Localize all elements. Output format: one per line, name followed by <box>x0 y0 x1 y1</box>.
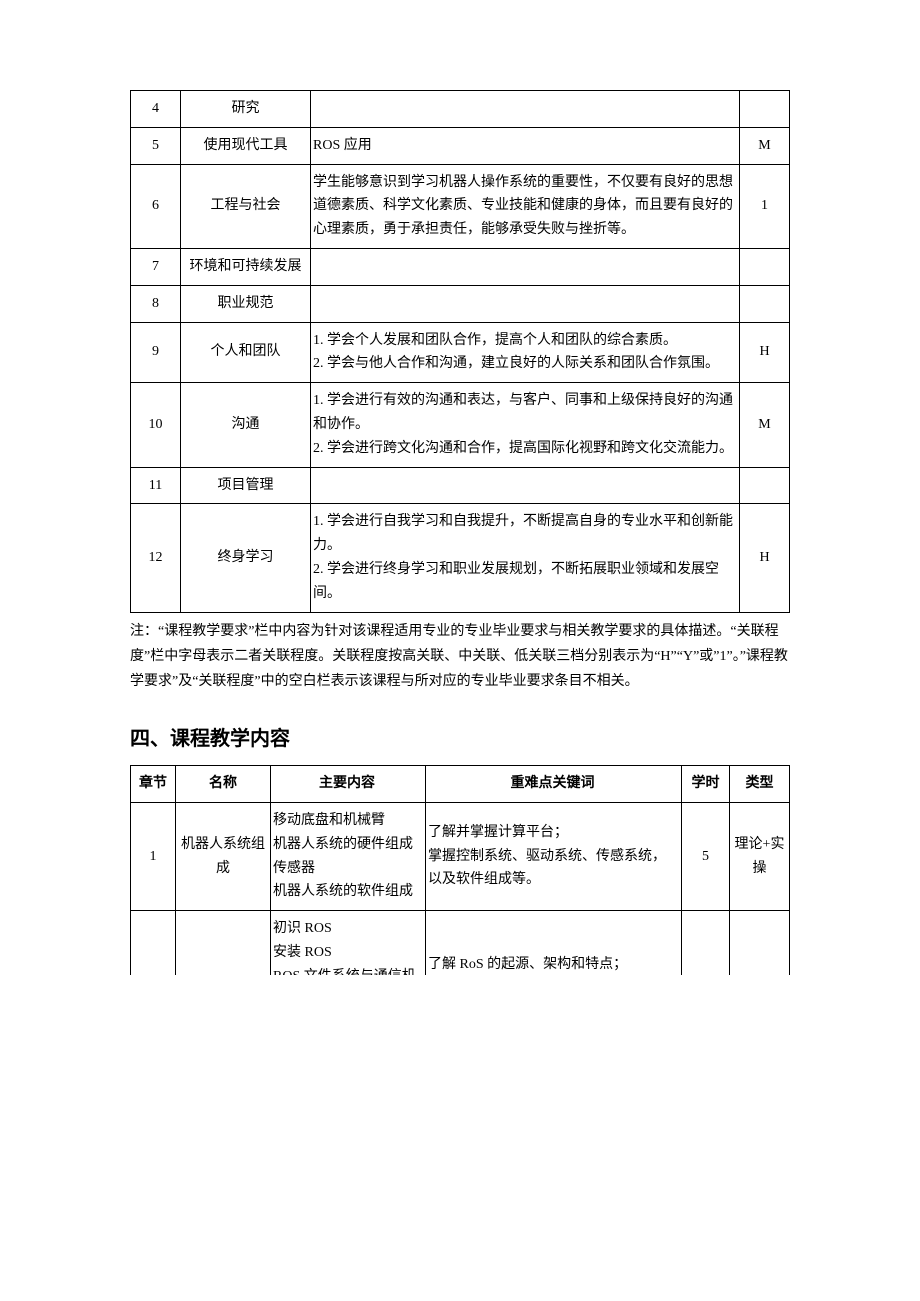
chapter-type: 理论+实操 <box>730 802 790 910</box>
table-row: 5使用现代工具ROS 应用M <box>131 127 790 164</box>
chapter-number: 1 <box>131 802 176 910</box>
row-number: 8 <box>131 285 181 322</box>
requirement-name: 个人和团队 <box>181 322 311 383</box>
relation-level: H <box>740 322 790 383</box>
table-row: 11项目管理 <box>131 467 790 504</box>
col-keywords: 重难点关键词 <box>426 766 682 803</box>
requirement-content: 学生能够意识到学习机器人操作系统的重要性，不仅要有良好的思想道德素质、科学文化素… <box>311 164 740 248</box>
row-number: 7 <box>131 248 181 285</box>
requirement-content: 1. 学会进行有效的沟通和表达，与客户、同事和上级保持良好的沟通和协作。2. 学… <box>311 383 740 467</box>
chapter-hours: 5 <box>682 802 730 910</box>
table-row: 9个人和团队1. 学会个人发展和团队合作，提高个人和团队的综合素质。2. 学会与… <box>131 322 790 383</box>
requirement-name: 研究 <box>181 91 311 128</box>
table-row: 2将机器人连接到 ROS初识 ROS安装 ROSROS 文件系统与通信机制编写第… <box>131 911 790 976</box>
row-number: 6 <box>131 164 181 248</box>
chapter-name: 机器人系统组成 <box>176 802 271 910</box>
chapter-keywords: 了解并掌握计算平台；掌握控制系统、驱动系统、传感系统，以及软件组成等。 <box>426 802 682 910</box>
relation-level <box>740 248 790 285</box>
table-row: 1机器人系统组成移动底盘和机械臂机器人系统的硬件组成传感器机器人系统的软件组成了… <box>131 802 790 910</box>
row-number: 10 <box>131 383 181 467</box>
relation-level: M <box>740 383 790 467</box>
row-number: 12 <box>131 504 181 612</box>
requirement-name: 终身学习 <box>181 504 311 612</box>
content-table: 章节 名称 主要内容 重难点关键词 学时 类型 1机器人系统组成移动底盘和机械臂… <box>130 765 790 975</box>
row-number: 11 <box>131 467 181 504</box>
requirement-name: 沟通 <box>181 383 311 467</box>
row-number: 9 <box>131 322 181 383</box>
row-number: 5 <box>131 127 181 164</box>
chapter-content: 初识 ROS安装 ROSROS 文件系统与通信机制编写第一个 ROS 程序ROS… <box>271 911 426 976</box>
col-hours: 学时 <box>682 766 730 803</box>
section-heading: 四、课程教学内容 <box>130 722 790 751</box>
page-container: 4研究5使用现代工具ROS 应用M6工程与社会学生能够意识到学习机器人操作系统的… <box>0 0 920 975</box>
chapter-keywords: 了解 RoS 的起源、架构和特点；掌握如何安装 ROS 和设置环境变量；掌握 R… <box>426 911 682 976</box>
relation-level <box>740 467 790 504</box>
chapter-hours: 13 <box>682 911 730 976</box>
chapter-content: 移动底盘和机械臂机器人系统的硬件组成传感器机器人系统的软件组成 <box>271 802 426 910</box>
col-name: 名称 <box>176 766 271 803</box>
table-row: 4研究 <box>131 91 790 128</box>
content-table-header-row: 章节 名称 主要内容 重难点关键词 学时 类型 <box>131 766 790 803</box>
col-type: 类型 <box>730 766 790 803</box>
table-row: 7环境和可持续发展 <box>131 248 790 285</box>
table-row: 10沟通1. 学会进行有效的沟通和表达，与客户、同事和上级保持良好的沟通和协作。… <box>131 383 790 467</box>
relation-level <box>740 91 790 128</box>
requirement-content <box>311 285 740 322</box>
requirement-name: 使用现代工具 <box>181 127 311 164</box>
requirement-content <box>311 248 740 285</box>
requirements-table: 4研究5使用现代工具ROS 应用M6工程与社会学生能够意识到学习机器人操作系统的… <box>130 90 790 613</box>
row-number: 4 <box>131 91 181 128</box>
table-row: 6工程与社会学生能够意识到学习机器人操作系统的重要性，不仅要有良好的思想道德素质… <box>131 164 790 248</box>
chapter-name: 将机器人连接到 ROS <box>176 911 271 976</box>
relation-level: 1 <box>740 164 790 248</box>
requirement-name: 职业规范 <box>181 285 311 322</box>
chapter-number: 2 <box>131 911 176 976</box>
table-note: 注：“课程教学要求”栏中内容为针对该课程适用专业的专业毕业要求与相关教学要求的具… <box>130 619 790 695</box>
requirement-content: ROS 应用 <box>311 127 740 164</box>
requirement-content <box>311 467 740 504</box>
relation-level: M <box>740 127 790 164</box>
table-row: 12终身学习1. 学会进行自我学习和自我提升，不断提高自身的专业水平和创新能力。… <box>131 504 790 612</box>
relation-level <box>740 285 790 322</box>
chapter-type: 理论+实操 <box>730 911 790 976</box>
requirement-name: 工程与社会 <box>181 164 311 248</box>
col-content: 主要内容 <box>271 766 426 803</box>
requirement-name: 项目管理 <box>181 467 311 504</box>
content-table-clip: 章节 名称 主要内容 重难点关键词 学时 类型 1机器人系统组成移动底盘和机械臂… <box>130 765 790 975</box>
requirement-content: 1. 学会个人发展和团队合作，提高个人和团队的综合素质。2. 学会与他人合作和沟… <box>311 322 740 383</box>
requirement-content: 1. 学会进行自我学习和自我提升，不断提高自身的专业水平和创新能力。2. 学会进… <box>311 504 740 612</box>
requirement-content <box>311 91 740 128</box>
col-chapter: 章节 <box>131 766 176 803</box>
table-row: 8职业规范 <box>131 285 790 322</box>
requirement-name: 环境和可持续发展 <box>181 248 311 285</box>
relation-level: H <box>740 504 790 612</box>
